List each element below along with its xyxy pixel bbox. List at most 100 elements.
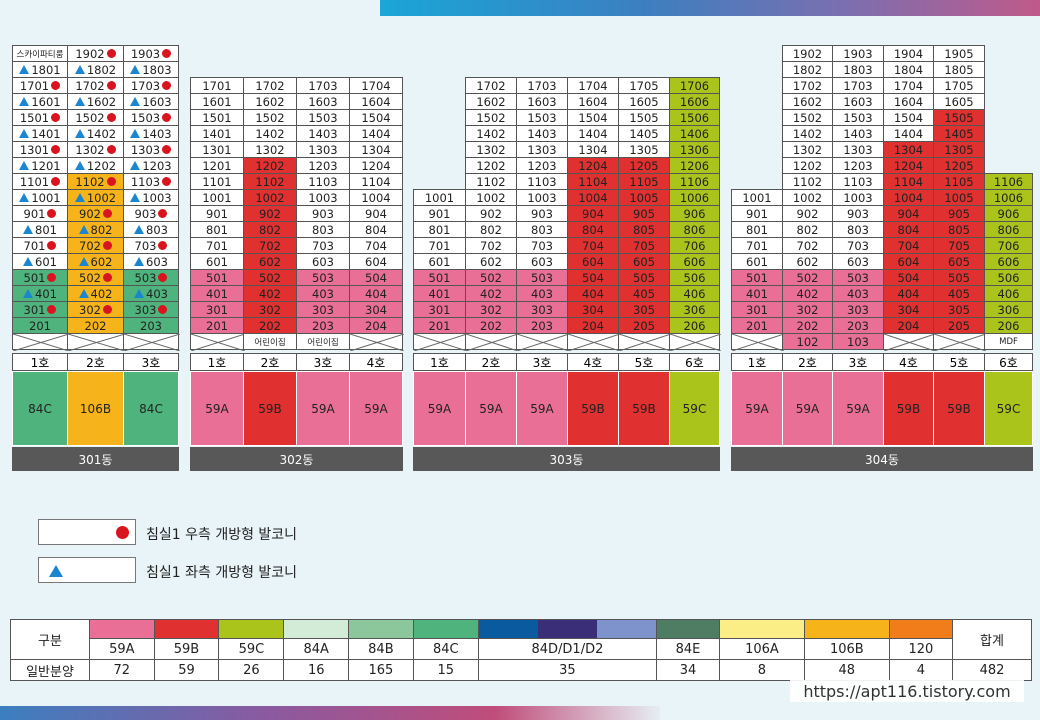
type-label: 84B [348,638,414,660]
unit-cell: 406 [984,285,1033,302]
unit-number: 1403 [308,126,338,141]
pilotis-cell [12,333,69,351]
unit-cell: 1903 [832,45,884,62]
red-dot-icon [51,81,61,90]
unit-number: 706 [683,238,706,253]
unit-cell: 1303 [296,141,350,158]
unit-number: 1902 [75,46,105,61]
unit-number: 702 [259,238,281,253]
unit-cell: 405 [933,285,985,302]
unit-number: 602 [480,254,502,269]
unit-number: 어린이집 [254,337,286,348]
unit-number: 801 [206,222,228,237]
unit-number: 202 [480,318,502,333]
unit-cell: 1104 [883,173,934,190]
unit-number: 1304 [361,142,391,157]
unit-cell: 1702 [782,77,833,94]
unit-number: 1605 [944,94,974,109]
pilotis-cell [883,333,935,351]
unit-cell: 1704 [883,77,934,94]
unit-cell: 703 [832,237,884,254]
unit-number-header: 1호 [12,353,68,371]
unit-cell: 403 [516,285,568,302]
unit-cell: 306 [984,301,1033,318]
unit-cell: 1104 [567,173,619,190]
unit-number: 504 [365,270,387,285]
unit-number: 1304 [893,142,924,157]
blue-triangle-icon [74,193,85,202]
unit-number: 1404 [578,126,608,141]
unit-cell: 1802 [67,61,124,78]
red-dot-icon [51,113,61,122]
unit-number: 1402 [86,126,117,141]
unit-number: 601 [746,254,768,269]
unit-cell: 903 [516,205,568,222]
unit-cell: 802 [67,221,124,238]
unit-cell: 1705 [618,77,670,94]
unit-number: 1205 [629,158,659,173]
unit-number: 1601 [202,94,232,109]
legend-left-open-swatch [38,557,136,583]
unit-cell: 302 [67,301,124,318]
unit-number: 602 [90,254,113,269]
type-count: 26 [218,659,285,681]
unit-cell: 505 [618,269,670,286]
unit-number: 1402 [792,126,823,141]
unit-cell: 804 [883,221,934,238]
unit-cell: 301 [12,301,68,318]
unit-cell: 1002 [465,189,517,206]
unit-cell: 806 [984,221,1033,238]
unit-number: 801 [35,222,57,237]
blue-triangle-icon [134,289,145,298]
unit-cell: 1204 [883,157,934,174]
unit-number: 406 [997,286,1020,301]
unit-number-header: 3호 [123,353,179,371]
unit-number: 1102 [75,174,105,189]
type-color-swatch [656,619,720,639]
unit-type-box: 59A [296,371,350,446]
unit-cell: 1502 [465,109,517,126]
red-dot-icon [47,273,57,282]
unit-number: 905 [948,206,970,221]
type-color-swatch [153,619,220,639]
unit-number: 903 [531,206,553,221]
unit-cell: 1803 [832,61,884,78]
unit-cell: 204 [883,317,934,334]
unit-number: 301 [206,302,228,317]
unit-number: 1006 [993,190,1024,205]
unit-number: 905 [633,206,655,221]
unit-number: 803 [312,222,334,237]
unit-cell: 1306 [669,141,720,158]
unit-cell: 1005 [933,189,985,206]
unit-number: 502 [79,270,101,285]
unit-cell: 1205 [933,157,985,174]
blue-triangle-icon [78,257,89,266]
unit-cell: 601 [12,253,68,270]
unit-number: 503 [134,270,157,285]
type-count: 15 [412,659,479,681]
unit-number: 803 [146,222,168,237]
unit-cell: 어린이집 [296,333,350,350]
unit-cell: 1801 [12,61,68,78]
unit-cell: 1205 [618,157,670,174]
unit-number: 505 [633,270,655,285]
unit-number: 701 [746,238,768,253]
unit-number: 1203 [142,158,172,173]
unit-number: 402 [480,286,502,301]
blue-triangle-icon [19,129,30,138]
unit-number: 1302 [255,142,285,157]
unit-number: 902 [796,206,819,221]
bottom-decoration-bar [0,706,660,720]
blue-triangle-icon [19,97,30,106]
unit-cell: 303 [296,301,350,318]
unit-number: 401 [206,286,228,301]
unit-number: 906 [997,206,1020,221]
type-color-swatch [218,619,285,639]
unit-cell: 1401 [12,125,68,142]
blue-triangle-icon [19,161,30,170]
unit-cell: 1004 [883,189,934,206]
unit-cell: 1603 [832,93,884,110]
unit-cell: 801 [731,221,783,238]
unit-number: 501 [206,270,228,285]
unit-cell: 302 [782,301,833,318]
